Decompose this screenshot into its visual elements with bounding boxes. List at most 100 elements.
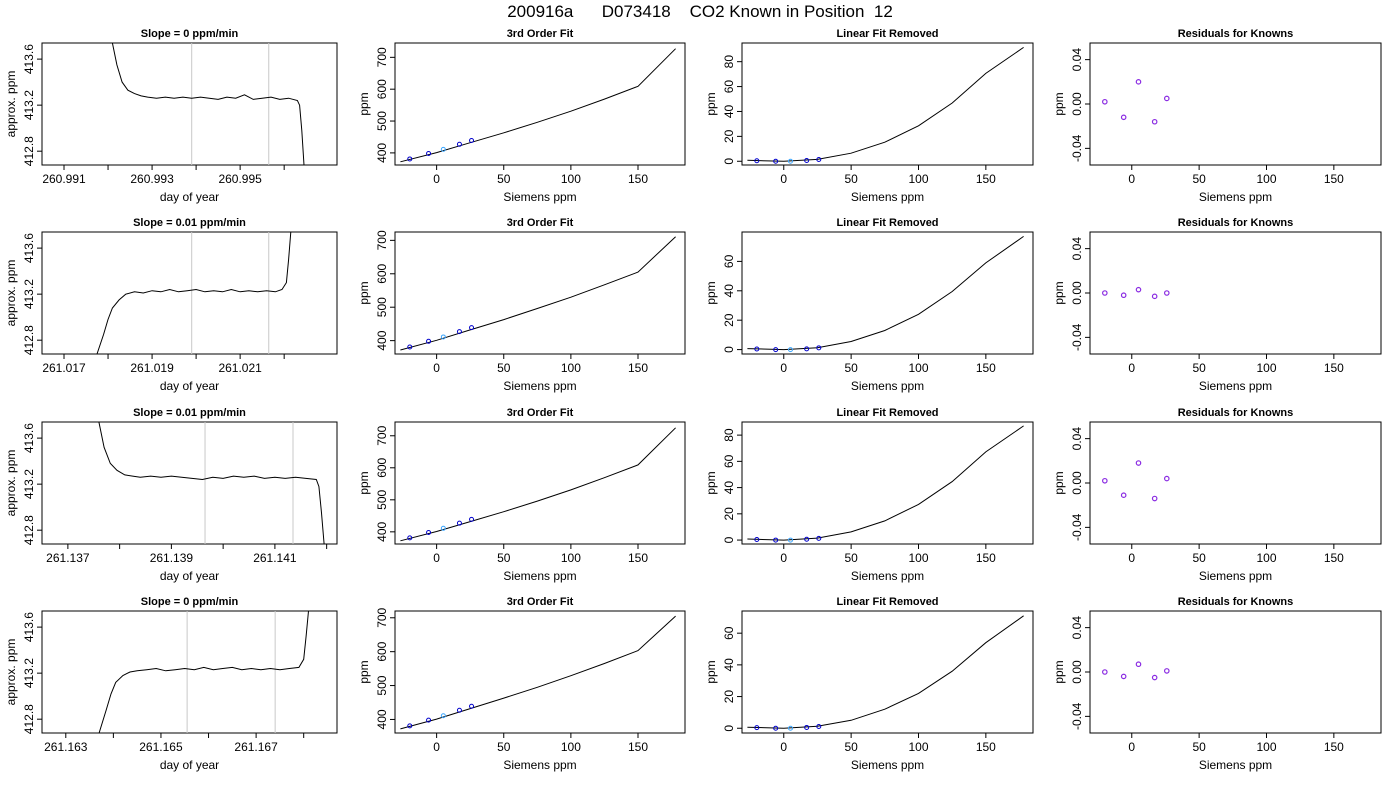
x-tick-label-r3-lin: 100	[908, 551, 928, 565]
x-axis-label-r2-res: Siemens ppm	[1199, 379, 1272, 393]
x-tick-label-r4-res: 100	[1256, 740, 1276, 754]
x-axis-label-r3-res: Siemens ppm	[1199, 569, 1272, 583]
known-point-r3-fit	[440, 525, 446, 531]
y-axis-label-r2-lin: ppm	[704, 281, 718, 304]
y-axis-label-r2-fit: ppm	[357, 281, 371, 304]
x-tick-label-r3-fit: 50	[497, 551, 511, 565]
y-tick-label-r1-ts: 412.8	[22, 136, 36, 166]
x-tick-label-r4-res: 150	[1324, 740, 1344, 754]
y-tick-label-r4-fit: 600	[375, 641, 389, 661]
residual-point-r4-res	[1151, 674, 1158, 681]
x-tick-label-r1-fit: 150	[628, 172, 648, 186]
panel-title-r3-lin: Linear Fit Removed	[836, 407, 938, 419]
plot-frame-r2-lin	[741, 231, 1034, 355]
timeseries-line-r4-ts	[98, 611, 309, 733]
y-tick-label-r4-res: -0.04	[1070, 702, 1084, 730]
plot-frame-r2-res	[1089, 231, 1382, 355]
x-tick-label-r3-res: 50	[1192, 551, 1206, 565]
x-tick-label-r3-lin: 0	[780, 551, 787, 565]
y-tick-label-r2-ts: 413.6	[22, 233, 36, 263]
y-tick-label-r1-res: -0.04	[1070, 134, 1084, 162]
y-tick-label-r3-res: -0.04	[1070, 513, 1084, 541]
y-tick-label-r4-lin: 60	[722, 626, 736, 640]
known-point-r1-lin	[804, 158, 810, 164]
y-tick-label-r4-fit: 500	[375, 675, 389, 695]
known-point-r2-fit	[426, 338, 432, 344]
x-tick-label-r4-fit: 150	[628, 740, 648, 754]
x-tick-label-r3-ts: 261.139	[150, 551, 194, 565]
y-tick-label-r2-fit: 400	[375, 330, 389, 350]
y-tick-label-r1-fit: 400	[375, 143, 389, 163]
panel-title-r4-fit: 3rd Order Fit	[507, 596, 574, 608]
y-tick-label-r3-lin: 0	[722, 536, 736, 543]
timeseries-line-r1-ts	[111, 43, 305, 165]
known-point-r4-lin	[773, 725, 779, 731]
x-tick-label-r4-res: 50	[1192, 740, 1206, 754]
x-tick-label-r4-lin: 50	[844, 740, 858, 754]
y-tick-label-r1-fit: 500	[375, 111, 389, 131]
x-tick-label-r4-fit: 0	[433, 740, 440, 754]
known-point-r3-lin	[804, 536, 810, 542]
y-tick-label-r3-lin: 60	[722, 454, 736, 468]
x-tick-label-r1-lin: 150	[976, 172, 996, 186]
x-tick-label-r2-ts: 261.019	[130, 361, 174, 375]
panel-title-r4-res: Residuals for Knowns	[1178, 596, 1294, 608]
y-tick-label-r3-fit: 400	[375, 522, 389, 542]
known-point-r4-lin	[816, 724, 822, 730]
known-point-r2-lin	[754, 346, 760, 352]
x-tick-label-r3-ts: 261.137	[46, 551, 90, 565]
y-tick-label-r3-lin: 40	[722, 481, 736, 495]
x-axis-label-r1-ts: day of year	[160, 190, 219, 204]
plot-frame-r3-ts	[41, 421, 338, 545]
fit-curve-r3-lin	[747, 425, 1024, 541]
plot-frame-r1-lin	[741, 42, 1034, 166]
plot-frame-r1-fit	[394, 42, 686, 166]
y-tick-label-r2-res: 0.00	[1070, 281, 1084, 305]
y-tick-label-r1-ts: 413.6	[22, 44, 36, 74]
residual-point-r3-res	[1135, 460, 1142, 466]
x-tick-label-r3-res: 100	[1256, 551, 1276, 565]
y-tick-label-r1-lin: 0	[722, 158, 736, 165]
known-point-r4-lin	[754, 725, 760, 731]
x-tick-label-r1-lin: 100	[908, 172, 928, 186]
x-tick-label-r1-ts: 260.993	[130, 172, 174, 186]
x-tick-label-r1-res: 150	[1324, 172, 1344, 186]
x-tick-label-r3-res: 150	[1324, 551, 1344, 565]
x-tick-label-r4-lin: 150	[976, 740, 996, 754]
plot-frame-r3-res	[1089, 421, 1382, 545]
x-axis-label-r4-res: Siemens ppm	[1199, 758, 1272, 772]
plot-frame-r4-res	[1089, 610, 1382, 734]
residual-point-r2-res	[1135, 286, 1142, 293]
x-tick-label-r1-lin: 50	[844, 172, 858, 186]
y-tick-label-r1-res: 0.04	[1070, 48, 1084, 72]
y-tick-label-r3-ts: 412.8	[22, 515, 36, 545]
x-tick-label-r4-ts: 261.165	[139, 740, 183, 754]
y-axis-label-r4-ts: approx. ppm	[4, 639, 18, 706]
x-axis-label-r4-lin: Siemens ppm	[851, 758, 924, 772]
y-axis-label-r4-fit: ppm	[357, 660, 371, 683]
residual-point-r3-res	[1163, 475, 1170, 482]
known-point-r1-lin	[816, 157, 822, 163]
y-tick-label-r4-ts: 413.6	[22, 612, 36, 642]
panel-title-r1-fit: 3rd Order Fit	[507, 28, 574, 40]
panel-title-r1-ts: Slope = 0 ppm/min	[141, 28, 239, 40]
y-tick-label-r2-res: 0.04	[1070, 237, 1084, 261]
residual-point-r1-res	[1163, 95, 1170, 102]
x-axis-label-r1-res: Siemens ppm	[1199, 190, 1272, 204]
known-point-r1-fit	[469, 137, 475, 143]
y-tick-label-r2-fit: 600	[375, 263, 389, 283]
y-tick-label-r2-lin: 40	[722, 284, 736, 298]
panel-title-r2-ts: Slope = 0.01 ppm/min	[133, 217, 246, 229]
residual-point-r4-res	[1163, 668, 1170, 674]
x-tick-label-r2-res: 100	[1256, 361, 1276, 375]
known-point-r3-lin	[788, 537, 793, 543]
known-point-r3-lin	[816, 535, 822, 541]
plot-frame-r1-res	[1089, 42, 1382, 166]
residual-point-r3-res	[1102, 477, 1108, 484]
residual-point-r4-res	[1102, 669, 1108, 675]
x-tick-label-r2-fit: 50	[497, 361, 511, 375]
x-tick-label-r2-ts: 261.021	[218, 361, 262, 375]
x-tick-label-r3-res: 0	[1128, 551, 1135, 565]
residual-point-r4-res	[1120, 673, 1127, 680]
plot-frame-r1-ts	[41, 42, 338, 166]
